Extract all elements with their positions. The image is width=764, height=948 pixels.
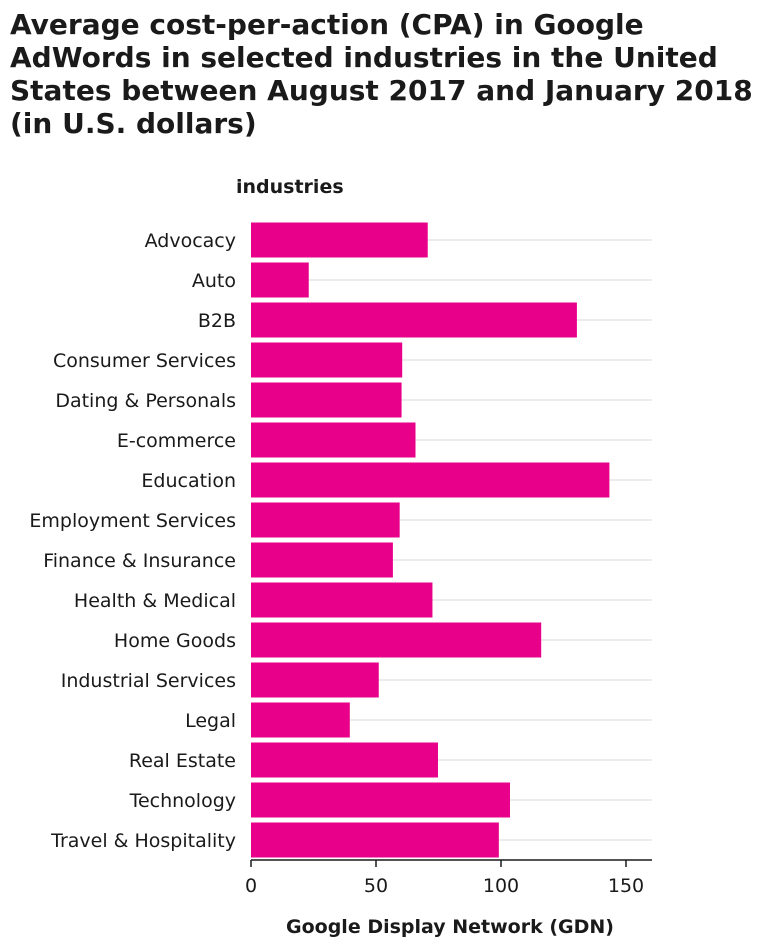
y-axis-title: industries [236, 176, 344, 198]
category-label: Consumer Services [53, 350, 236, 372]
bar [251, 542, 393, 578]
bar [251, 502, 400, 538]
category-label: Real Estate [129, 750, 236, 772]
bar [251, 462, 610, 498]
bars [251, 222, 610, 858]
category-label: B2B [198, 310, 236, 332]
category-label: Advocacy [145, 230, 236, 252]
category-labels: Advocacy Auto B2B Consumer Services Dating &… [29, 230, 236, 852]
bar [251, 662, 379, 698]
bar [251, 822, 499, 858]
bar [251, 582, 433, 618]
bar [251, 702, 350, 738]
category-label: Auto [192, 270, 236, 292]
category-label: Education [141, 470, 236, 492]
bar [251, 382, 402, 418]
chart-title: Average cost-per-action (CPA) in Google … [10, 8, 753, 140]
x-tick-label: 0 [245, 875, 257, 897]
bar [251, 302, 577, 338]
x-axis-title: Google Display Network (GDN) [286, 916, 614, 938]
category-label: Industrial Services [61, 670, 236, 692]
bar [251, 742, 438, 778]
x-tick-label: 150 [608, 875, 644, 897]
bar [251, 262, 309, 298]
category-label: Technology [129, 790, 236, 812]
category-label: Employment Services [29, 510, 236, 532]
category-label: Legal [185, 710, 236, 732]
bar [251, 422, 416, 458]
category-label: Health & Medical [74, 590, 236, 612]
category-label: Finance & Insurance [43, 550, 236, 572]
category-label: Dating & Personals [55, 390, 236, 412]
category-label: Home Goods [114, 630, 236, 652]
x-tick-label: 100 [483, 875, 519, 897]
x-tick-label: 50 [364, 875, 388, 897]
category-label: E-commerce [117, 430, 236, 452]
x-axis-ticks: 0 50 100 150 [245, 860, 644, 897]
bar [251, 622, 542, 658]
bar [251, 782, 510, 818]
bar [251, 342, 403, 378]
category-label: Travel & Hospitality [50, 830, 236, 852]
bar [251, 222, 428, 258]
